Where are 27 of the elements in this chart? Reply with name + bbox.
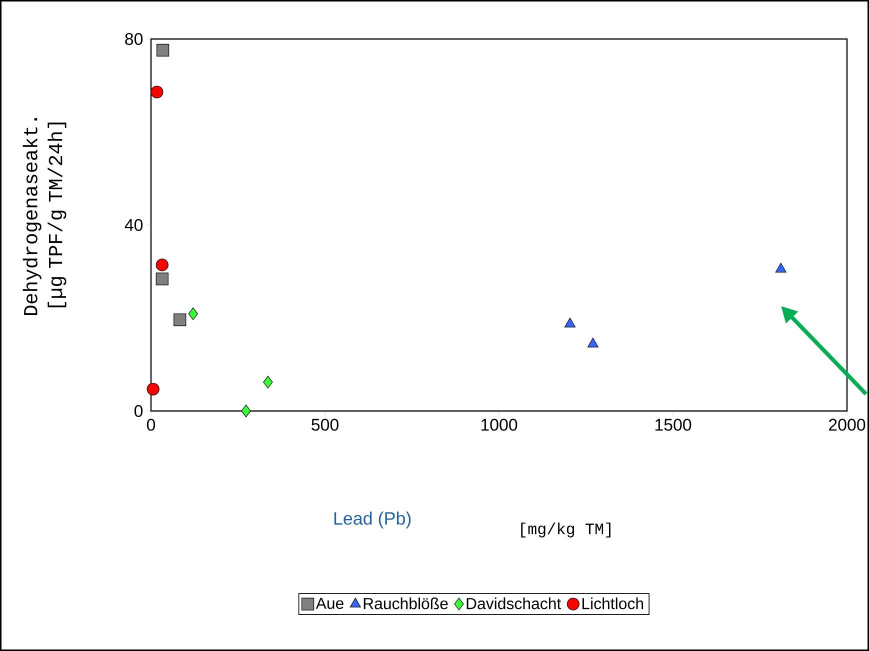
point xyxy=(156,272,168,286)
y-tick-label: 40 xyxy=(124,218,143,231)
point xyxy=(241,404,251,418)
x-tick-label: 0 xyxy=(146,418,156,431)
x-tick-label: 1000 xyxy=(481,418,518,431)
point xyxy=(174,314,186,326)
x-tick-label: 500 xyxy=(312,418,338,431)
x-tick-label: 1500 xyxy=(655,418,692,431)
point xyxy=(587,338,598,348)
legend-label: Aue xyxy=(316,598,344,609)
legend-label: Lichtloch xyxy=(582,598,644,610)
point xyxy=(775,262,786,272)
legend-label: Davidschacht xyxy=(466,598,562,610)
y-tick-label: 0 xyxy=(134,404,143,417)
point xyxy=(188,308,198,320)
point xyxy=(156,258,168,272)
point xyxy=(156,44,170,56)
text: [mg/kg TM] xyxy=(521,522,610,538)
x-tick-label: 2000 xyxy=(829,418,866,431)
y-axis-title: Dehydrogenaseakt. [µg TPF/g TM/24h] xyxy=(22,118,66,316)
x-axis-title: Lead (Pb) xyxy=(334,512,411,528)
point xyxy=(263,376,273,388)
point xyxy=(564,318,576,328)
point xyxy=(150,86,164,98)
point xyxy=(146,382,160,396)
legend-label: Rauchblöße xyxy=(364,598,448,610)
y-tick-label: 80 xyxy=(125,32,143,45)
